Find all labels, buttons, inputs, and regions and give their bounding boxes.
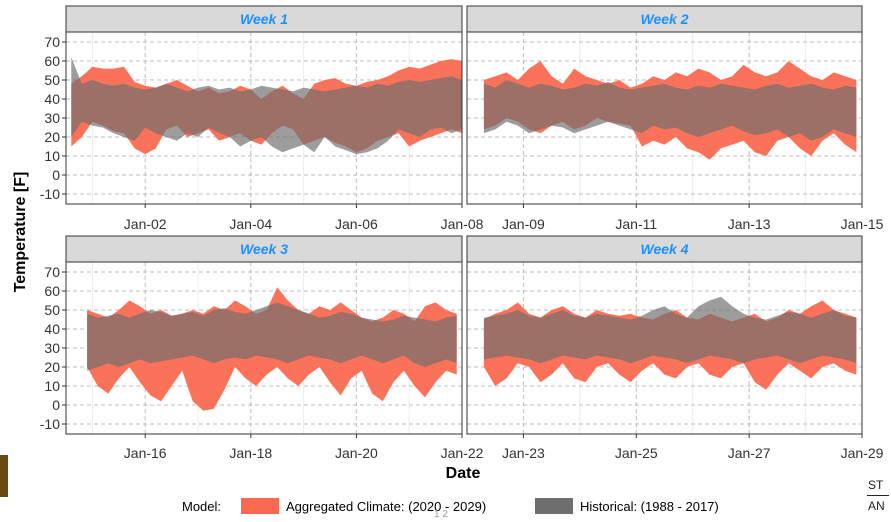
x-tick-label: Jan-15 (841, 216, 884, 232)
y-tick-label: 0 (52, 397, 60, 413)
panel-strip (466, 235, 863, 263)
x-tick-label: Jan-06 (335, 216, 378, 232)
facet-panels: Week 1 -10 0 10 20 30 40 50 60 70 Jan-02 Jan-04 Jan-… (40, 5, 884, 461)
x-tick-label: Jan-11 (615, 216, 657, 232)
ribbon-historical (71, 57, 463, 155)
x-tick-label: Jan-08 (441, 216, 484, 232)
x-tick-label: Jan-16 (124, 445, 167, 461)
x-tick-label: Jan-09 (502, 216, 545, 232)
y-axis-title: Temperature [F] (12, 172, 29, 293)
legend-label-aggregated: Aggregated Climate: (2020 - 2029) (286, 499, 486, 514)
x-tick-label: Jan-20 (335, 445, 378, 461)
edge-text-bottom-center: 1 2 (434, 509, 448, 520)
x-tick-label: Jan-23 (502, 445, 545, 461)
legend-swatch-historical (535, 498, 573, 514)
y-tick-label: 30 (44, 340, 60, 356)
x-axis-title: Date (446, 465, 481, 482)
x-tick-label: Jan-04 (229, 216, 272, 232)
y-tick-label: 20 (44, 359, 60, 375)
edge-divider (867, 495, 889, 496)
y-tick-label: 40 (44, 321, 60, 337)
ribbon-historical (87, 302, 457, 371)
y-tick-label: 60 (44, 53, 60, 69)
panel-title: Week 4 (641, 241, 689, 257)
y-tick-label: 40 (44, 91, 60, 107)
panel-title: Week 1 (240, 11, 288, 27)
panel-title: Week 2 (641, 11, 689, 27)
panel-border (466, 31, 863, 205)
edge-text-right-top: ST (868, 478, 884, 492)
y-tick-label: 20 (44, 129, 60, 145)
y-tick-label: -10 (40, 186, 60, 202)
legend: Model: Aggregated Climate: (2020 - 2029)… (182, 498, 719, 514)
y-tick-label: 60 (44, 283, 60, 299)
y-tick-label: 70 (44, 34, 60, 50)
legend-label-historical: Historical: (1988 - 2017) (580, 499, 719, 514)
legend-title: Model: (182, 499, 221, 514)
panel-strip (65, 235, 463, 263)
panel-border (466, 261, 863, 435)
panel-strip (65, 5, 463, 33)
y-tick-label: -10 (40, 416, 60, 432)
x-tick-label: Jan-29 (841, 445, 884, 461)
edge-text-right-bottom: AN (868, 499, 885, 513)
ribbon-historical (483, 80, 857, 141)
panel-2: Week 2 Jan-09 Jan-11 Jan-13 Jan-15 (466, 5, 884, 232)
y-tick-label: 10 (44, 378, 60, 394)
y-tick-label: 0 (52, 167, 60, 183)
panel-1: Week 1 -10 0 10 20 30 40 50 60 70 Jan-02 Jan-04 Jan-… (40, 5, 484, 232)
x-tick-label: Jan-25 (615, 445, 658, 461)
x-tick-label: Jan-13 (728, 216, 771, 232)
x-tick-label: Jan-22 (441, 445, 484, 461)
x-tick-label: Jan-18 (229, 445, 272, 461)
x-tick-label: Jan-27 (728, 445, 771, 461)
x-tick-label: Jan-02 (124, 216, 167, 232)
edge-decoration-left (0, 455, 8, 497)
y-tick-label: 50 (44, 302, 60, 318)
y-tick-label: 10 (44, 148, 60, 164)
ribbon-historical (483, 296, 857, 364)
panel-4: Week 4 Jan-23 Jan-25 Jan-27 Jan-29 (466, 235, 884, 461)
panel-title: Week 3 (240, 241, 288, 257)
panel-3: Week 3 -10 0 10 20 30 40 50 60 70 Jan-16 Jan-18 Jan-… (40, 235, 484, 461)
legend-swatch-aggregated (241, 498, 279, 514)
y-tick-label: 70 (44, 264, 60, 280)
y-tick-label: 30 (44, 110, 60, 126)
y-tick-label: 50 (44, 72, 60, 88)
